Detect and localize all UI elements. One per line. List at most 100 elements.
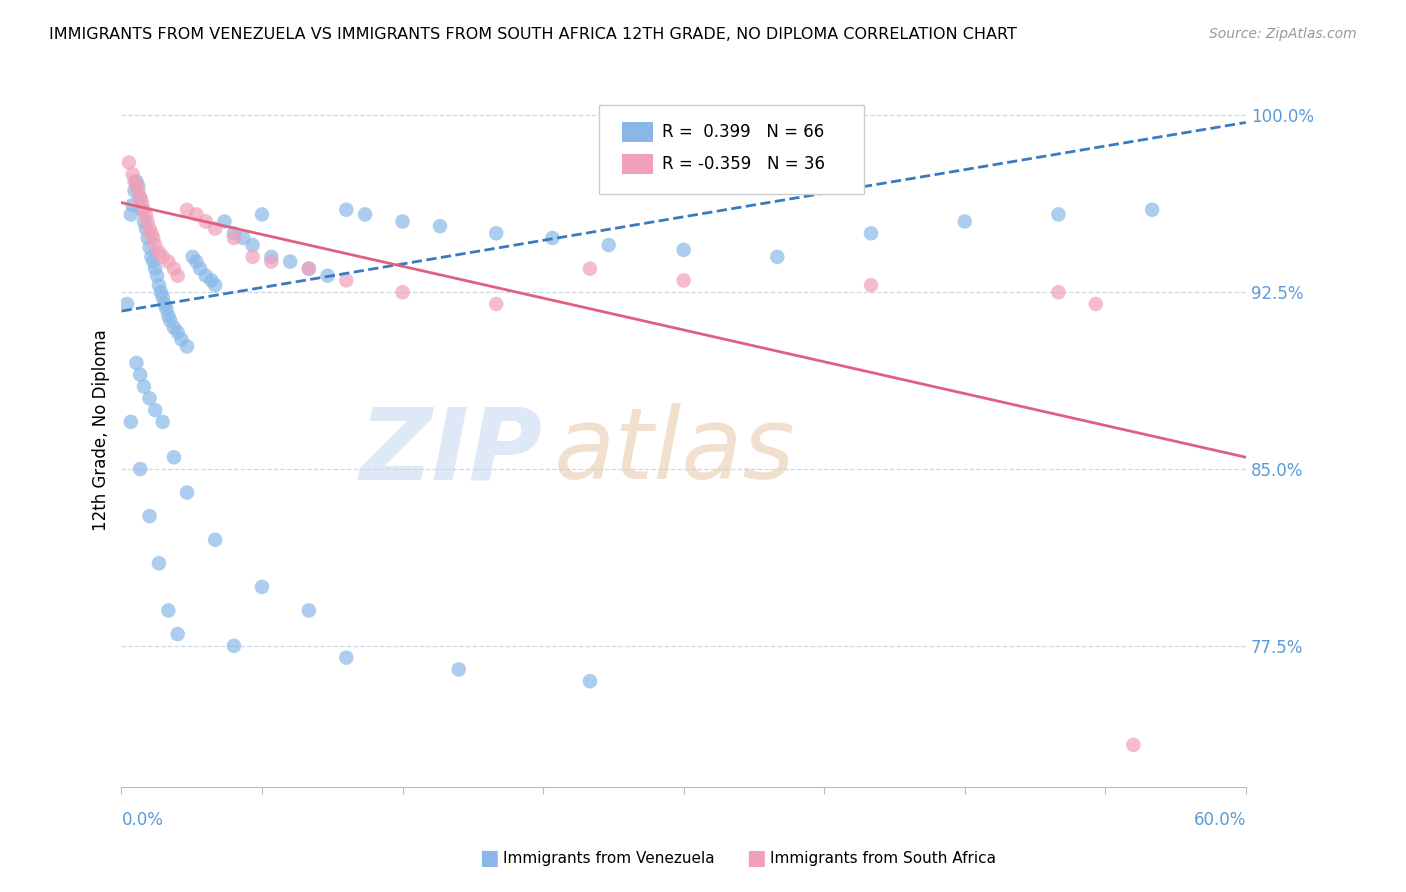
Point	[132, 214, 155, 228]
Point	[672, 243, 695, 257]
Point	[598, 238, 620, 252]
Point	[672, 273, 695, 287]
Point	[146, 268, 169, 283]
Point	[131, 195, 153, 210]
Point	[157, 254, 180, 268]
Point	[242, 238, 264, 252]
Point	[136, 231, 159, 245]
Point	[860, 278, 883, 293]
Point	[242, 250, 264, 264]
Point	[579, 261, 602, 276]
Point	[1084, 297, 1107, 311]
Point	[153, 297, 176, 311]
Point	[120, 207, 142, 221]
Point	[953, 214, 976, 228]
Point	[124, 184, 146, 198]
Point	[127, 184, 149, 198]
Point	[142, 231, 165, 245]
Point	[120, 415, 142, 429]
Point	[391, 214, 413, 228]
Point	[335, 650, 357, 665]
Point	[152, 250, 174, 264]
Text: 60.0%: 60.0%	[1194, 811, 1246, 829]
Point	[163, 320, 186, 334]
Point	[166, 326, 188, 340]
Point	[1047, 285, 1070, 300]
Point	[222, 227, 245, 241]
Point	[129, 191, 152, 205]
Point	[142, 254, 165, 268]
Point	[316, 268, 339, 283]
Text: ZIP: ZIP	[360, 403, 543, 500]
FancyBboxPatch shape	[599, 105, 863, 194]
Point	[155, 301, 177, 316]
Point	[194, 214, 217, 228]
Point	[129, 191, 152, 205]
Point	[143, 238, 166, 252]
Point	[250, 207, 273, 221]
Point	[335, 273, 357, 287]
Point	[222, 231, 245, 245]
Point	[141, 250, 163, 264]
Point	[204, 533, 226, 547]
Point	[181, 250, 204, 264]
Text: R =  0.399   N = 66: R = 0.399 N = 66	[662, 123, 824, 141]
Point	[176, 485, 198, 500]
Point	[194, 268, 217, 283]
Point	[138, 392, 160, 406]
Point	[391, 285, 413, 300]
Text: 0.0%: 0.0%	[121, 811, 163, 829]
Point	[138, 240, 160, 254]
Point	[186, 254, 208, 268]
Point	[129, 368, 152, 382]
Point	[121, 167, 143, 181]
Point	[204, 221, 226, 235]
Point	[1122, 738, 1144, 752]
Point	[135, 221, 157, 235]
Text: ■: ■	[747, 848, 766, 868]
Point	[125, 174, 148, 188]
Point	[152, 415, 174, 429]
Point	[579, 674, 602, 689]
Point	[186, 207, 208, 221]
Point	[1047, 207, 1070, 221]
Point	[125, 356, 148, 370]
Point	[354, 207, 377, 221]
Point	[232, 231, 254, 245]
Point	[298, 603, 321, 617]
Point	[1140, 202, 1163, 217]
Point	[860, 227, 883, 241]
Point	[118, 155, 141, 169]
Point	[204, 278, 226, 293]
Point	[138, 221, 160, 235]
Bar	[621, 122, 654, 142]
Point	[214, 214, 236, 228]
Point	[157, 603, 180, 617]
Point	[132, 379, 155, 393]
Point	[485, 297, 508, 311]
Point	[136, 214, 159, 228]
Point	[260, 250, 283, 264]
Point	[166, 268, 188, 283]
Point	[143, 261, 166, 276]
Point	[200, 273, 222, 287]
Point	[188, 261, 211, 276]
Point	[222, 639, 245, 653]
Point	[278, 254, 301, 268]
Point	[138, 509, 160, 524]
Point	[124, 174, 146, 188]
Point	[129, 462, 152, 476]
Point	[159, 313, 181, 327]
Point	[163, 450, 186, 465]
Point	[121, 198, 143, 212]
Point	[152, 290, 174, 304]
Point	[429, 219, 451, 234]
Point	[176, 202, 198, 217]
Text: atlas: atlas	[554, 403, 796, 500]
Point	[131, 202, 153, 217]
Point	[447, 662, 470, 676]
Point	[157, 309, 180, 323]
Bar	[621, 153, 654, 174]
Text: Immigrants from South Africa: Immigrants from South Africa	[770, 851, 997, 865]
Point	[115, 297, 138, 311]
